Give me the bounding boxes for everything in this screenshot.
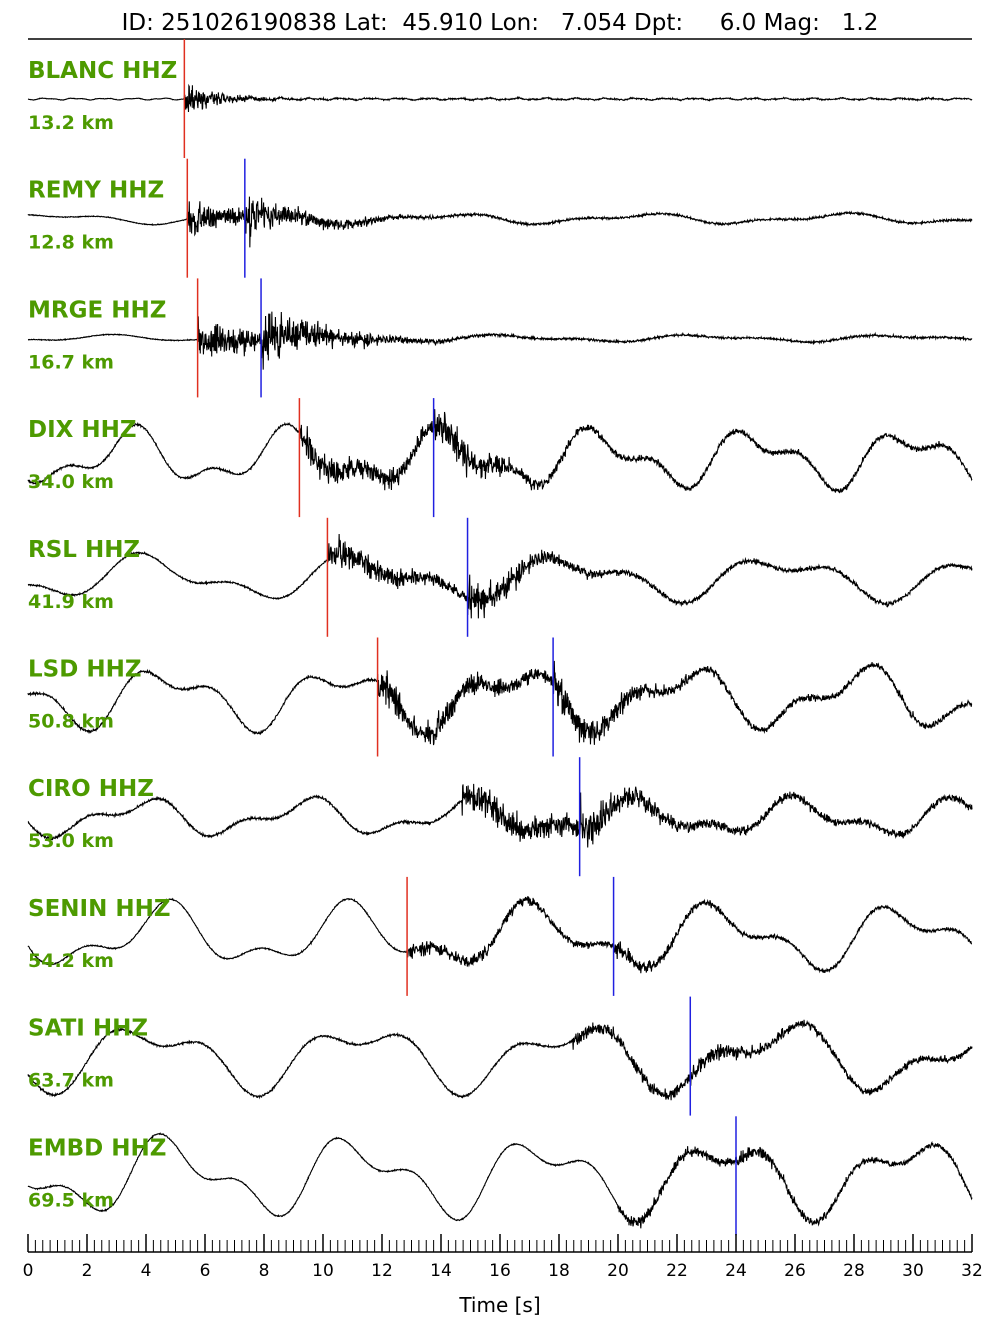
station-label: CIRO HHZ <box>28 776 154 802</box>
trace-row: SENIN HHZ 54.2 km <box>27 876 973 996</box>
traces-layer: BLANC HHZ 13.2 km REMY HHZ 12.8 km MRGE HHZ 1… <box>27 39 973 1236</box>
x-tick-label: 32 <box>961 1261 983 1281</box>
waveform-trace <box>27 783 973 848</box>
x-tick-label: 4 <box>141 1261 152 1281</box>
x-tick-label: 30 <box>902 1261 924 1281</box>
x-tick-label: 16 <box>489 1261 511 1281</box>
waveform-trace <box>27 533 973 619</box>
trace-row: CIRO HHZ 53.0 km <box>27 757 973 877</box>
x-tick-label: 26 <box>784 1261 806 1281</box>
trace-row: REMY HHZ 12.8 km <box>27 158 973 278</box>
x-tick-label: 18 <box>548 1261 570 1281</box>
trace-row: DIX HHZ 34.0 km <box>27 398 973 518</box>
waveform-trace <box>27 311 973 370</box>
station-label: DIX HHZ <box>28 417 137 443</box>
waveform-trace <box>27 196 973 248</box>
station-label: BLANC HHZ <box>28 58 177 84</box>
station-label: RSL HHZ <box>28 537 140 563</box>
distance-label: 54.2 km <box>28 950 114 972</box>
waveform-trace <box>27 896 973 974</box>
waveform-trace <box>27 660 973 746</box>
x-tick-label: 22 <box>666 1261 688 1281</box>
station-label: SENIN HHZ <box>28 896 171 922</box>
distance-label: 41.9 km <box>28 591 114 613</box>
time-axis: 0 2 4 6 8 10 12 14 16 18 20 22 24 26 28 30 32 <box>23 1234 983 1281</box>
x-axis-label: Time [s] <box>458 1293 540 1317</box>
distance-label: 63.7 km <box>28 1070 114 1092</box>
distance-label: 34.0 km <box>28 471 114 493</box>
station-label: LSD HHZ <box>28 657 142 683</box>
trace-row: LSD HHZ 50.8 km <box>27 637 973 757</box>
trace-row: BLANC HHZ 13.2 km <box>27 39 973 158</box>
distance-label: 69.5 km <box>28 1189 114 1211</box>
x-tick-label: 10 <box>312 1261 334 1281</box>
station-label: SATI HHZ <box>28 1016 148 1042</box>
waveform-trace <box>27 1132 973 1229</box>
x-tick-label: 2 <box>82 1261 93 1281</box>
waveform-trace <box>27 1019 973 1101</box>
distance-label: 16.7 km <box>28 351 114 373</box>
x-tick-label: 8 <box>259 1261 270 1281</box>
trace-row: RSL HHZ 41.9 km <box>27 517 973 637</box>
x-tick-label: 6 <box>200 1261 211 1281</box>
x-tick-label: 0 <box>23 1261 34 1281</box>
distance-label: 53.0 km <box>28 830 114 852</box>
station-label: REMY HHZ <box>28 178 164 204</box>
waveform-trace <box>27 83 973 113</box>
trace-row: EMBD HHZ 69.5 km <box>27 1116 973 1236</box>
station-label: EMBD HHZ <box>28 1135 166 1161</box>
station-label: MRGE HHZ <box>28 297 166 323</box>
x-tick-label: 28 <box>843 1261 865 1281</box>
x-tick-label: 24 <box>725 1261 747 1281</box>
distance-label: 13.2 km <box>28 112 114 134</box>
page-title: ID: 251026190838 Lat: 45.910 Lon: 7.054 … <box>122 10 879 36</box>
x-tick-label: 20 <box>607 1261 629 1281</box>
x-tick-label: 14 <box>430 1261 452 1281</box>
waveform-trace <box>27 409 973 494</box>
trace-row: SATI HHZ 63.7 km <box>27 996 973 1116</box>
distance-label: 12.8 km <box>28 232 114 254</box>
x-tick-label: 12 <box>371 1261 393 1281</box>
distance-label: 50.8 km <box>28 711 114 733</box>
trace-row: MRGE HHZ 16.7 km <box>27 278 973 398</box>
